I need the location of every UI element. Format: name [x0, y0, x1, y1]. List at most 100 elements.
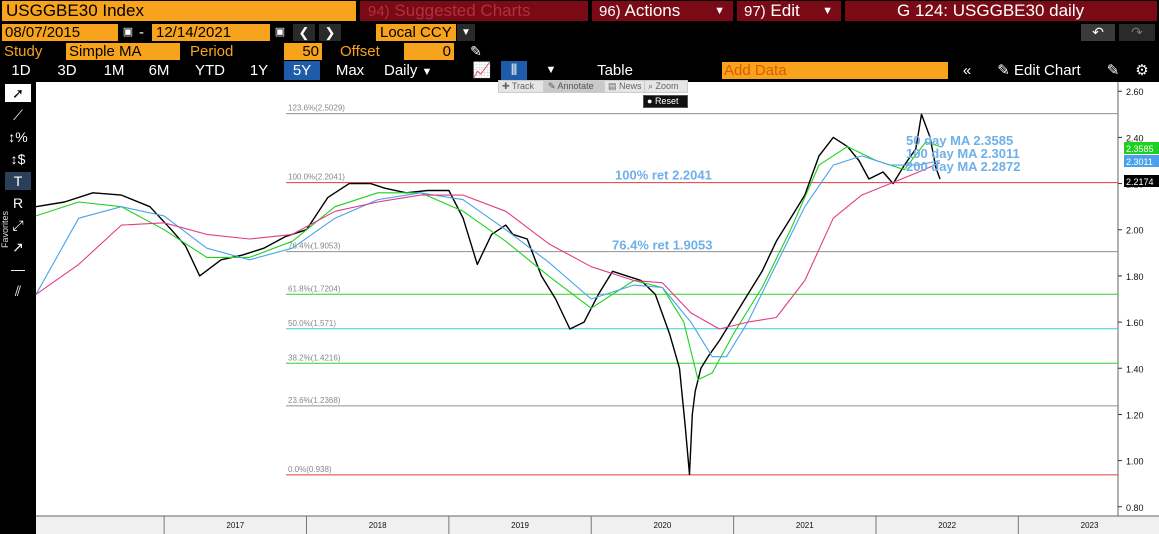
reset-label: Reset [654, 96, 679, 106]
dollar-tool[interactable]: ↕$ [5, 150, 31, 168]
ray-tool[interactable]: ↗ [5, 238, 31, 256]
series-line-ma3 [35, 162, 941, 330]
channel-icon: ⫽ [14, 283, 22, 299]
x-tick-label: 2022 [938, 521, 956, 530]
currency-dropdown-button[interactable]: ▼ [457, 24, 475, 41]
table-label: Table [597, 62, 633, 79]
chevron-right-icon: ❯ [324, 25, 336, 40]
chart-title-bar: G 124: USGGBE30 daily [845, 1, 1157, 21]
text-icon: T [13, 173, 23, 189]
settings-button[interactable]: ⚙ [1130, 61, 1154, 80]
annotate-button[interactable]: ✎ Annotate [544, 80, 604, 93]
period-3d-button[interactable]: 3D [50, 61, 84, 80]
fib-level-label: 100.0%(2.2041) [288, 173, 345, 182]
add-data-placeholder: Add Data [724, 62, 787, 79]
collapse-left-button[interactable]: « [955, 61, 979, 80]
last-value-label: 2.3011 [1126, 157, 1153, 167]
undo-button[interactable]: ↶ [1081, 24, 1115, 41]
end-date-field[interactable]: 12/14/2021 [152, 24, 270, 41]
actions-num: 96) [599, 3, 621, 20]
currency-select[interactable]: Local CCY [376, 24, 456, 41]
zoom-button[interactable]: ⌕ Zoom [644, 80, 688, 93]
end-date: 12/14/2021 [156, 24, 232, 41]
edit-menu-button[interactable]: 97) Edit ▼ [737, 1, 841, 21]
period-1d-button[interactable]: 1D [4, 61, 38, 80]
track-label: Track [511, 81, 535, 91]
line-tool[interactable]: ⟋ [5, 106, 31, 124]
next-period-button[interactable]: ❯ [319, 24, 341, 41]
fib-level-label: 23.6%(1.2368) [288, 396, 341, 405]
period-1y-button[interactable]: 1Y [242, 61, 276, 80]
retracement-tool[interactable]: R [5, 194, 31, 212]
offset-input[interactable]: 0 [404, 43, 454, 60]
period-6m-button[interactable]: 6M [140, 61, 178, 80]
line-chart-type-button[interactable]: 📈 [465, 61, 499, 80]
suggested-charts-button[interactable]: 94) Suggested Charts [360, 1, 588, 21]
y-tick-label: 1.00 [1126, 457, 1144, 467]
annotate-label: Annotate [557, 81, 594, 91]
x-tick-label: 2019 [511, 521, 529, 530]
calendar-icon[interactable]: ▣ [274, 26, 286, 38]
ohlc-bar-icon: ⫴ [510, 62, 518, 79]
edit-chart-button[interactable]: ✎ Edit Chart [983, 61, 1095, 80]
cursor-icon: ➚ [12, 85, 24, 101]
edit-label: Edit [770, 1, 800, 20]
period-toolbar: 1D 3D 1M 6M YTD 1Y 5Y Max Daily ▼ 📈 ⫴ ▼ … [0, 61, 1159, 80]
percent-tool[interactable]: ↕% [5, 128, 31, 146]
cursor-tool[interactable]: ➚ [5, 84, 31, 102]
period-label-6m: 6M [148, 62, 170, 79]
period-1m-button[interactable]: 1M [95, 61, 133, 80]
caret-down-icon: ▼ [461, 27, 471, 38]
redo-button[interactable]: ↷ [1119, 24, 1155, 41]
reset-button[interactable]: ● Reset [643, 95, 688, 108]
range-dash: - [139, 24, 144, 41]
text-tool[interactable]: T [5, 172, 31, 190]
price-chart[interactable]: 2.602.402.202.001.801.601.401.201.000.80… [0, 80, 1159, 534]
channel-tool[interactable]: ⫽ [5, 282, 31, 300]
annotate-edit-button[interactable]: ✎ [1102, 61, 1124, 80]
suggested-label: Suggested Charts [394, 1, 531, 20]
x-tick-label: 2017 [226, 521, 244, 530]
frequency-select[interactable]: Daily ▼ [380, 61, 454, 80]
period-ytd-button[interactable]: YTD [188, 61, 232, 80]
trend-tool[interactable]: ⤢ [5, 216, 31, 234]
header-bar: USGGBE30 Index 94) Suggested Charts 96) … [0, 0, 1159, 22]
add-data-input[interactable]: Add Data [722, 62, 948, 79]
edit-num: 97) [744, 3, 766, 20]
start-date-field[interactable]: 08/07/2015 [2, 24, 118, 41]
actions-menu-button[interactable]: 96) Actions ▼ [592, 1, 733, 21]
trendline-icon: ⤢ [12, 217, 24, 233]
fib-level-label: 50.0%(1.571) [288, 319, 336, 328]
y-tick-label: 1.20 [1126, 410, 1144, 420]
edit-chart-label: Edit Chart [1014, 62, 1081, 79]
period-max-button[interactable]: Max [328, 61, 372, 80]
annotation-100-ret: 100% ret 2.2041 [615, 168, 712, 183]
study-label: Study [4, 43, 43, 60]
y-tick-label: 2.40 [1126, 133, 1144, 143]
bar-chart-type-button[interactable]: ⫴ [501, 61, 527, 80]
currency-value: Local CCY [380, 24, 452, 41]
study-type-select[interactable]: Simple MA [66, 43, 180, 60]
series-line-ma1 [35, 141, 941, 381]
track-button[interactable]: ✚ Track [498, 80, 544, 93]
period-input[interactable]: 50 [284, 43, 322, 60]
caret-down-icon: ▼ [421, 66, 433, 78]
x-tick-label: 2021 [796, 521, 814, 530]
pencil-icon: ✎ [997, 62, 1010, 79]
chart-type-dropdown[interactable]: ▼ [537, 61, 565, 80]
last-value-label: 2.3585 [1126, 144, 1154, 154]
ma-legend-label: 200 day MA 2.2872 [906, 159, 1020, 174]
calendar-icon[interactable]: ▣ [122, 26, 134, 38]
ma-legend-label: 50 day MA 2.3585 [906, 133, 1013, 148]
pen-icon[interactable]: ✎ [470, 43, 482, 59]
table-button[interactable]: Table [575, 61, 655, 80]
period-5y-button[interactable]: 5Y [284, 61, 320, 80]
horizontal-line-tool[interactable]: — [5, 260, 31, 278]
study-bar: Study Simple MA Period 50 Offset 0 ✎ [0, 42, 1159, 61]
series-line-ma2 [35, 155, 941, 358]
prev-period-button[interactable]: ❮ [293, 24, 315, 41]
ticker-field[interactable]: USGGBE30 Index [2, 1, 356, 21]
news-button[interactable]: ▤ News [604, 80, 646, 93]
actions-label: Actions [624, 1, 681, 20]
y-tick-label: 1.60 [1126, 318, 1144, 328]
